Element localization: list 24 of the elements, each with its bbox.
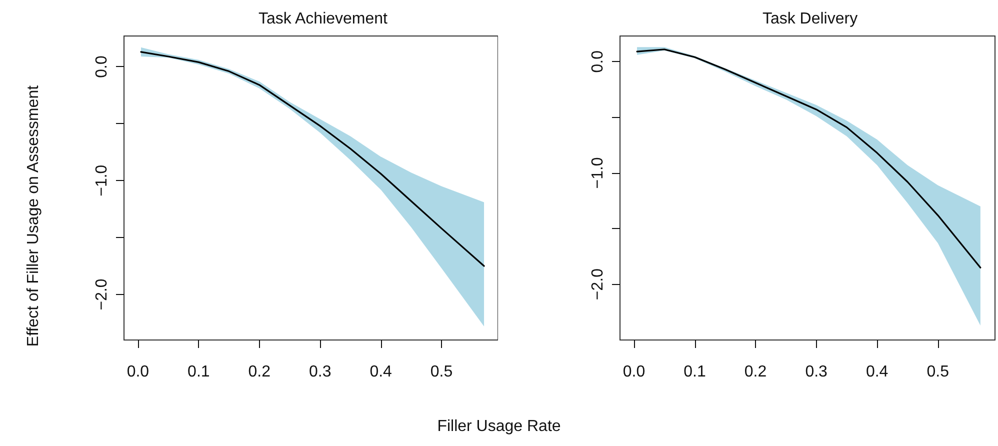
y-tick-label: −1.0 <box>590 157 606 189</box>
x-tick-label: 0.0 <box>126 364 150 380</box>
x-tick-label: 0.5 <box>430 364 453 380</box>
y-tick-label: −1.0 <box>94 164 110 196</box>
chart-title: Task Delivery <box>762 10 858 28</box>
x-tick-label: 0.4 <box>866 364 888 380</box>
y-tick-label: −2.0 <box>590 268 606 300</box>
x-tick-label: 0.1 <box>684 364 706 380</box>
x-tick-label: 0.4 <box>370 364 392 380</box>
x-tick-label: 0.2 <box>744 364 767 380</box>
y-tick-label: 0.0 <box>590 50 606 73</box>
y-axis-title: Effect of Filler Usage on Assessment <box>25 85 43 347</box>
chart-title: Task Achievement <box>258 10 388 28</box>
line-series <box>636 48 982 268</box>
x-tick-label: 0.1 <box>188 364 210 380</box>
x-tick-label: 0.3 <box>308 364 332 380</box>
x-tick-label: 0.3 <box>805 364 828 380</box>
x-tick-label: 0.5 <box>926 364 950 380</box>
x-tick-label: 0.0 <box>622 364 646 380</box>
y-tick-label: 0.0 <box>94 56 110 78</box>
x-axis-title: Filler Usage Rate <box>436 418 562 436</box>
x-tick-label: 0.2 <box>248 364 271 380</box>
line-series <box>140 51 485 267</box>
y-tick-label: −2.0 <box>94 278 110 310</box>
